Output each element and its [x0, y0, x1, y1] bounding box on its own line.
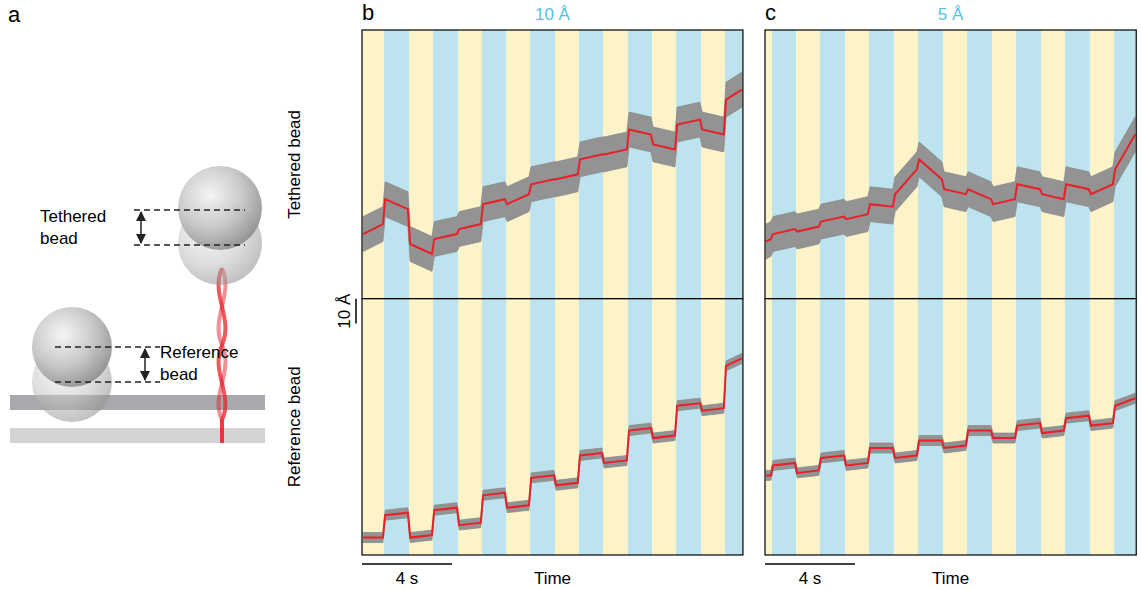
panel-letter: a	[8, 2, 21, 27]
stripe	[894, 299, 918, 555]
stripe	[796, 30, 820, 299]
stripe	[628, 30, 652, 299]
stripe	[918, 299, 943, 555]
stripe	[555, 299, 579, 555]
stripe	[1065, 299, 1090, 555]
stripe	[409, 299, 433, 555]
stripe	[530, 299, 555, 555]
stripe	[482, 30, 506, 299]
guide-line	[55, 381, 160, 383]
filtered-line	[363, 90, 742, 254]
stripe	[992, 30, 1016, 299]
stripe	[725, 299, 743, 555]
diagram-label: Tetheredbead	[40, 207, 106, 248]
figure: a Tetheredbead Referencebead b 10 Å 4 s Time 10…	[0, 0, 1141, 590]
stripe	[1090, 30, 1114, 299]
panel-title: 10 Å	[535, 5, 571, 24]
stripe	[967, 30, 992, 299]
stripe	[869, 30, 894, 299]
stripe	[433, 30, 458, 299]
stripe	[820, 299, 845, 555]
stripe	[676, 30, 701, 299]
stripe	[1114, 299, 1136, 555]
scale-bar	[355, 299, 357, 324]
stripe	[506, 299, 530, 555]
filtered-line	[766, 135, 1135, 242]
stripe	[362, 299, 384, 555]
stripe	[869, 299, 894, 555]
bead	[178, 166, 262, 250]
plot-area	[765, 299, 1136, 555]
scale-bar	[362, 563, 452, 565]
stripe	[845, 299, 869, 555]
plot-area	[765, 30, 1136, 299]
frame	[765, 30, 1136, 299]
stripe	[701, 299, 725, 555]
guide-line	[134, 244, 245, 246]
row-label: Tethered bead	[285, 110, 304, 219]
surface	[10, 428, 265, 443]
guide-line	[55, 346, 160, 348]
stripe	[362, 30, 384, 299]
raw-band	[363, 353, 742, 542]
raw-band	[363, 72, 742, 271]
stripe	[772, 30, 796, 299]
raw-band	[766, 117, 1135, 259]
stripe	[384, 30, 409, 299]
frame	[362, 299, 743, 555]
stripe	[992, 299, 1016, 555]
panel: b 10 Å 4 s Time 10 Å	[335, 0, 743, 588]
row-label: Reference bead	[285, 366, 304, 487]
filtered-line	[766, 398, 1135, 475]
stripe	[1065, 30, 1090, 299]
stripe	[603, 299, 628, 555]
stripe	[772, 299, 796, 555]
plot-area	[362, 30, 743, 299]
stripe	[579, 299, 603, 555]
axis-title: Time	[534, 569, 571, 588]
scale-bar-label: 4 s	[396, 569, 419, 588]
stripe	[765, 299, 772, 555]
stripe	[482, 299, 506, 555]
scale-bar-label: 4 s	[799, 569, 822, 588]
stripe	[943, 299, 967, 555]
guide-line	[134, 209, 245, 211]
stripe	[433, 299, 458, 555]
panel-title: 5 Å	[938, 5, 964, 24]
stripe	[676, 299, 701, 555]
panel-letter: c	[765, 0, 776, 25]
stripe	[820, 30, 845, 299]
stripe	[652, 299, 676, 555]
arrow	[140, 212, 142, 243]
stripe	[796, 299, 820, 555]
stripe	[725, 30, 743, 299]
stripe	[506, 30, 530, 299]
stripe	[701, 30, 725, 299]
panel: c 5 Å 4 s Time	[765, 0, 1136, 588]
plot-area	[362, 299, 743, 555]
stripe	[458, 299, 482, 555]
frame	[362, 30, 743, 299]
stripe	[943, 30, 967, 299]
scale-bar-label: 10 Å	[335, 293, 354, 329]
axis-title: Time	[932, 569, 969, 588]
stripe	[458, 30, 482, 299]
panel-letter: b	[362, 0, 374, 25]
filtered-line	[363, 358, 742, 537]
frame	[765, 299, 1136, 555]
diagram: a Tetheredbead Referencebead	[8, 2, 265, 443]
scale-bar	[765, 563, 855, 565]
diagram-label: Referencebead	[160, 343, 238, 384]
raw-band	[766, 393, 1135, 480]
stripe	[1016, 30, 1041, 299]
arrow	[144, 349, 146, 380]
stripe	[1041, 30, 1065, 299]
stripe	[845, 30, 869, 299]
